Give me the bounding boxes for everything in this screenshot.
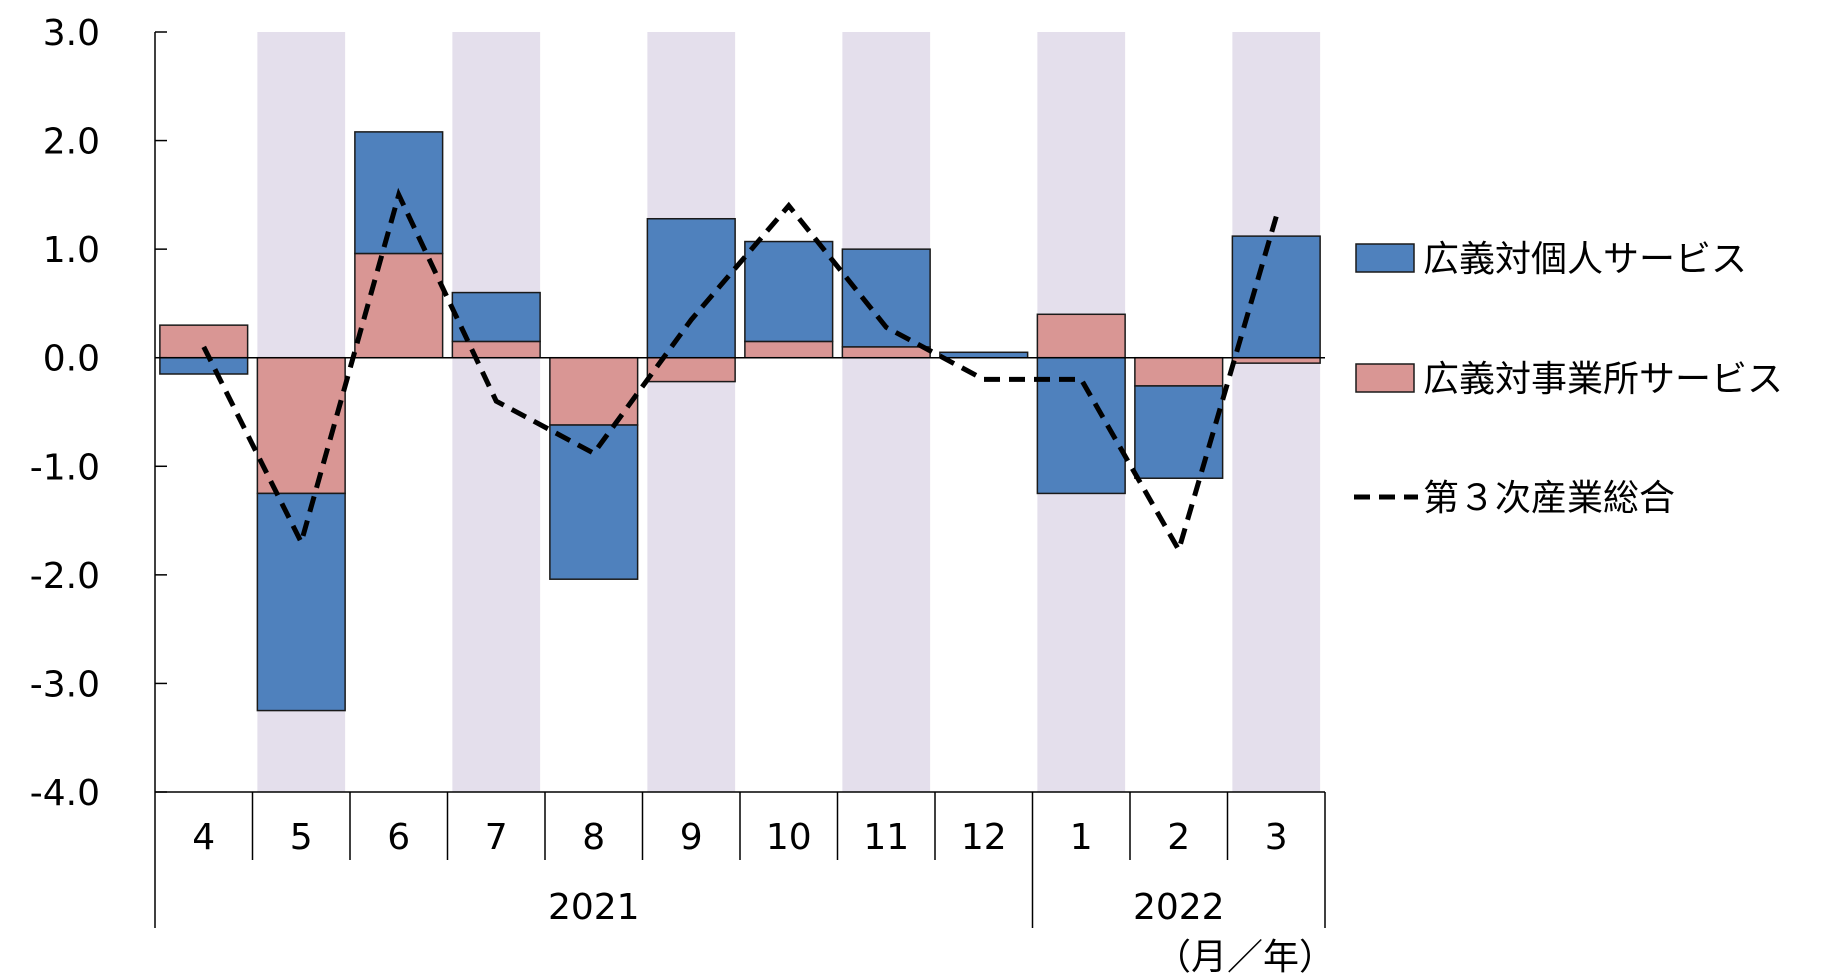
x-tick-label: 1 (1070, 817, 1093, 858)
shade-band (842, 32, 930, 792)
y-tick-label: -1.0 (30, 447, 100, 488)
legend-label: 第３次産業総合 (1423, 478, 1675, 519)
x-tick-label: 12 (961, 817, 1007, 858)
bar-segment (745, 242, 833, 342)
bar-segment (550, 425, 638, 579)
bar-segment (1037, 314, 1125, 357)
x-tick-label: 11 (863, 817, 909, 858)
y-tick-label: -3.0 (30, 664, 100, 705)
bar-segment (257, 493, 345, 710)
x-tick-label: 5 (290, 817, 313, 858)
bar-segment (160, 358, 248, 374)
shade-band (1232, 32, 1320, 792)
shade-band (452, 32, 540, 792)
bar-segment (1232, 358, 1320, 363)
y-tick-label: 1.0 (43, 230, 100, 271)
legend-swatch (1356, 364, 1414, 392)
legend-label: 広義対個人サービス (1423, 239, 1747, 280)
legend-swatch (1356, 244, 1414, 272)
x-tick-label: 6 (387, 817, 410, 858)
bar-segment (160, 325, 248, 358)
bar-segment (1232, 236, 1320, 358)
x-tick-label: 7 (485, 817, 508, 858)
x-tick-label: 8 (582, 817, 605, 858)
bar-segment (1135, 386, 1223, 478)
bar-segment (550, 358, 638, 425)
bar-segment (1135, 358, 1223, 386)
y-tick-label: 3.0 (43, 13, 100, 54)
bar-segment (940, 352, 1028, 357)
x-tick-label: 9 (680, 817, 703, 858)
bar-segment (745, 341, 833, 357)
x-tick-label: 3 (1265, 817, 1288, 858)
x-tick-label: 2 (1167, 817, 1190, 858)
y-tick-label: -4.0 (30, 773, 100, 814)
x-unit-label: （月／年） (1155, 937, 1335, 974)
bar-segment (842, 249, 930, 347)
x-year-label: 2021 (548, 887, 640, 928)
bar-segment (1037, 358, 1125, 494)
x-tick-label: 4 (192, 817, 215, 858)
bar-segment (647, 219, 735, 358)
bar-segment (842, 347, 930, 358)
y-tick-label: 2.0 (43, 122, 100, 163)
x-tick-label: 10 (766, 817, 812, 858)
legend-label: 広義対事業所サービス (1423, 359, 1783, 400)
x-year-label: 2022 (1133, 887, 1225, 928)
y-tick-label: -2.0 (30, 556, 100, 597)
bar-segment (452, 341, 540, 357)
shade-band (647, 32, 735, 792)
y-tick-label: 0.0 (43, 339, 100, 380)
